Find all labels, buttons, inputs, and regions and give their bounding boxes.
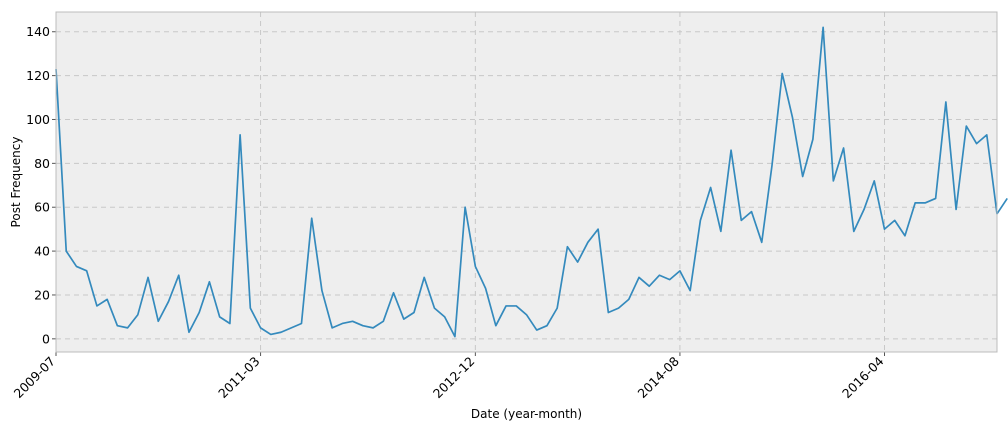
- y-tick-label: 20: [34, 287, 50, 302]
- series-line: [55, 26, 1008, 338]
- y-tick-label: 0: [42, 331, 50, 346]
- y-axis-label: Post Frequency: [9, 137, 23, 228]
- x-tick-label: 2016-04: [839, 353, 887, 401]
- y-tick-label: 120: [26, 68, 50, 83]
- x-tick-label: 2014-08: [635, 353, 683, 401]
- x-axis-ticks: 2009-07 2011-03 2012-12 2014-08 2016-04: [11, 352, 887, 401]
- y-tick-label: 80: [34, 156, 50, 171]
- y-axis-ticks: 0 20 40 60 80 100 120 140: [26, 24, 56, 346]
- x-tick-label: 2012-12: [430, 354, 478, 402]
- plot-area: [56, 12, 997, 352]
- y-tick-label: 40: [34, 244, 50, 259]
- x-axis-label: Date (year-month): [471, 407, 582, 421]
- y-tick-label: 60: [34, 200, 50, 215]
- y-tick-label: 140: [26, 24, 50, 39]
- plot-frame: [55, 11, 998, 353]
- x-tick-label: 2011-03: [215, 354, 263, 402]
- x-tick-label: 2009-07: [11, 354, 59, 402]
- y-tick-label: 100: [26, 112, 50, 127]
